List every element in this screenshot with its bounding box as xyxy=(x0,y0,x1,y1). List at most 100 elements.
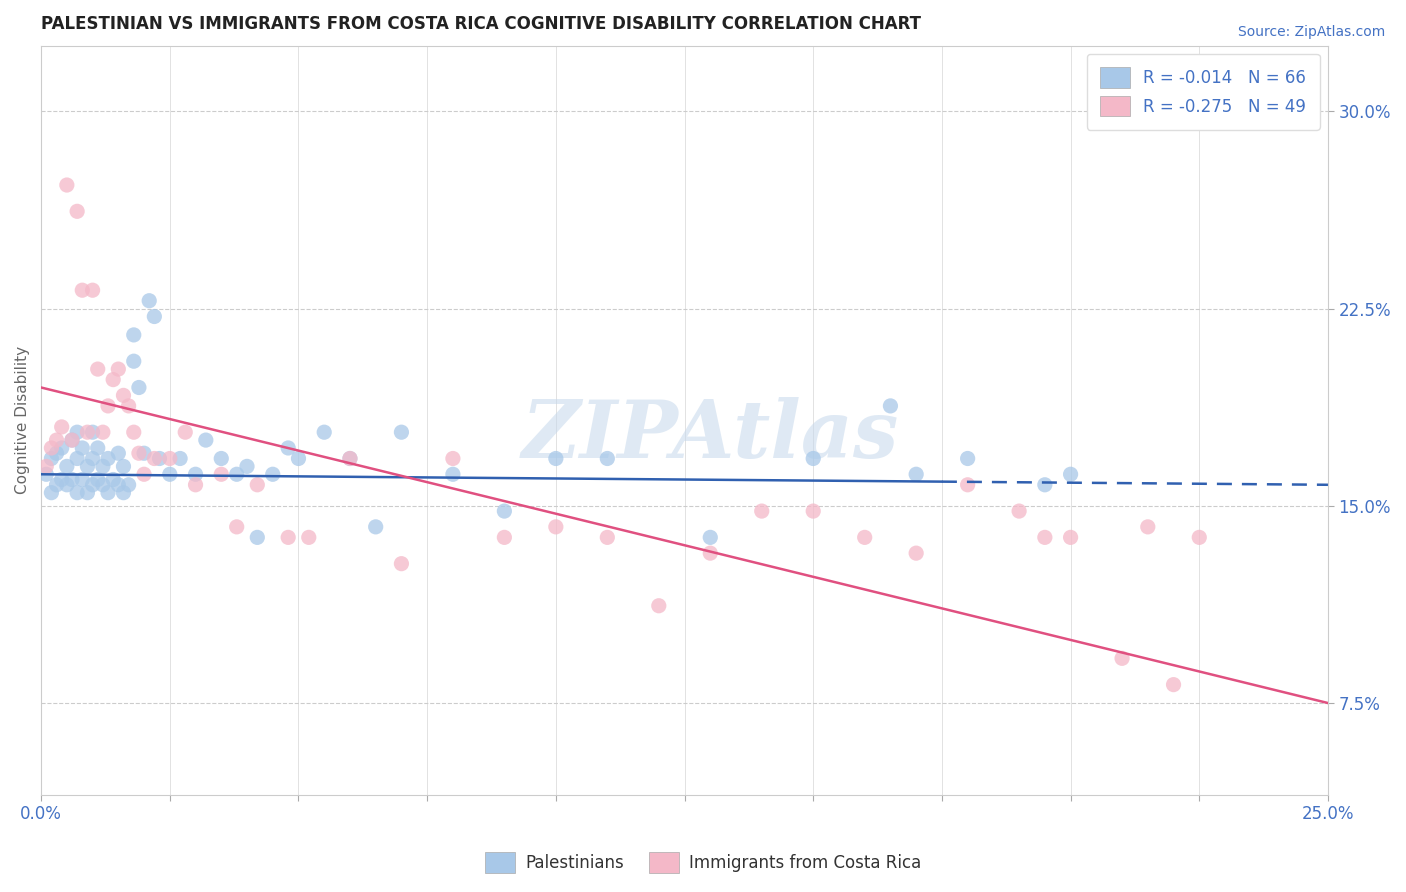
Point xyxy=(596,451,619,466)
Point xyxy=(112,459,135,474)
Point xyxy=(236,459,259,474)
Point xyxy=(339,451,361,466)
Point xyxy=(51,473,73,487)
Point xyxy=(699,530,721,544)
Point xyxy=(72,473,94,487)
Point xyxy=(298,530,321,544)
Point xyxy=(699,546,721,560)
Point xyxy=(82,477,104,491)
Point xyxy=(60,433,83,447)
Legend: Palestinians, Immigrants from Costa Rica: Palestinians, Immigrants from Costa Rica xyxy=(478,846,928,880)
Point xyxy=(159,467,181,482)
Point xyxy=(879,399,901,413)
Point xyxy=(143,451,166,466)
Point xyxy=(45,477,67,491)
Point xyxy=(209,451,232,466)
Point xyxy=(97,399,120,413)
Point xyxy=(112,485,135,500)
Point xyxy=(51,420,73,434)
Text: Source: ZipAtlas.com: Source: ZipAtlas.com xyxy=(1237,25,1385,39)
Point xyxy=(138,293,160,308)
Y-axis label: Cognitive Disability: Cognitive Disability xyxy=(15,346,30,494)
Point xyxy=(751,504,773,518)
Point xyxy=(56,477,79,491)
Point xyxy=(148,451,170,466)
Point xyxy=(91,425,114,440)
Point xyxy=(441,467,464,482)
Point xyxy=(87,362,110,376)
Point xyxy=(905,546,928,560)
Point xyxy=(82,283,104,297)
Point xyxy=(60,473,83,487)
Point xyxy=(107,362,129,376)
Point xyxy=(184,467,207,482)
Point xyxy=(56,459,79,474)
Point xyxy=(91,477,114,491)
Point xyxy=(956,477,979,491)
Point xyxy=(494,504,516,518)
Point xyxy=(66,425,89,440)
Point xyxy=(801,451,824,466)
Point xyxy=(159,451,181,466)
Point xyxy=(544,520,567,534)
Point xyxy=(225,467,247,482)
Point xyxy=(494,530,516,544)
Point xyxy=(132,446,155,460)
Point xyxy=(122,425,145,440)
Text: PALESTINIAN VS IMMIGRANTS FROM COSTA RICA COGNITIVE DISABILITY CORRELATION CHART: PALESTINIAN VS IMMIGRANTS FROM COSTA RIC… xyxy=(41,15,921,33)
Point xyxy=(128,446,150,460)
Point xyxy=(364,520,387,534)
Point xyxy=(1033,477,1056,491)
Point xyxy=(45,446,67,460)
Point xyxy=(72,441,94,455)
Point xyxy=(101,373,124,387)
Point xyxy=(76,459,98,474)
Point xyxy=(277,530,299,544)
Point xyxy=(87,473,110,487)
Point xyxy=(194,433,217,447)
Point xyxy=(107,477,129,491)
Point xyxy=(277,441,299,455)
Point xyxy=(596,530,619,544)
Point xyxy=(956,451,979,466)
Point xyxy=(51,441,73,455)
Point xyxy=(72,283,94,297)
Point xyxy=(246,530,269,544)
Point xyxy=(97,451,120,466)
Point xyxy=(128,380,150,394)
Point xyxy=(1059,467,1081,482)
Point xyxy=(1111,651,1133,665)
Point xyxy=(1188,530,1211,544)
Point xyxy=(174,425,197,440)
Legend: R = -0.014   N = 66, R = -0.275   N = 49: R = -0.014 N = 66, R = -0.275 N = 49 xyxy=(1087,54,1320,129)
Point xyxy=(82,451,104,466)
Point xyxy=(122,354,145,368)
Point xyxy=(41,451,63,466)
Point xyxy=(339,451,361,466)
Point xyxy=(45,433,67,447)
Point xyxy=(35,467,58,482)
Point xyxy=(262,467,284,482)
Point xyxy=(122,327,145,342)
Point xyxy=(1008,504,1031,518)
Point xyxy=(184,477,207,491)
Point xyxy=(391,557,413,571)
Point xyxy=(1059,530,1081,544)
Point xyxy=(101,473,124,487)
Point xyxy=(60,433,83,447)
Point xyxy=(112,388,135,402)
Point xyxy=(35,459,58,474)
Point xyxy=(246,477,269,491)
Point xyxy=(107,446,129,460)
Point xyxy=(132,467,155,482)
Point xyxy=(82,425,104,440)
Point xyxy=(87,441,110,455)
Point xyxy=(1033,530,1056,544)
Point xyxy=(97,485,120,500)
Point xyxy=(225,520,247,534)
Point xyxy=(76,425,98,440)
Point xyxy=(801,504,824,518)
Point xyxy=(853,530,876,544)
Point xyxy=(143,310,166,324)
Point xyxy=(66,485,89,500)
